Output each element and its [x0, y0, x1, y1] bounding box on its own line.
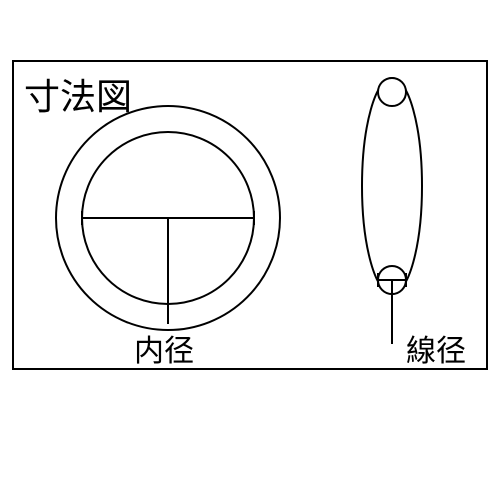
diagram-container: 寸法図 内径 線径 [0, 0, 500, 500]
ring-side-ellipse [362, 78, 422, 294]
inner-diameter-label: 内径 [134, 326, 194, 370]
wire-diameter-label: 線径 [406, 326, 466, 370]
diagram-svg [0, 0, 500, 500]
ring-side-top-section [378, 78, 406, 106]
